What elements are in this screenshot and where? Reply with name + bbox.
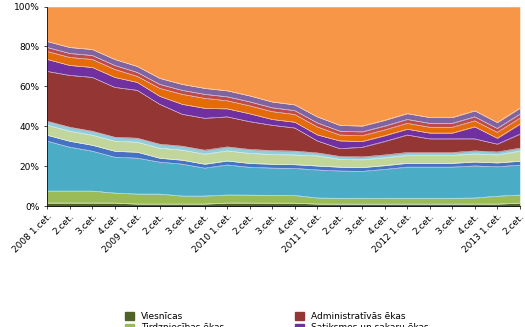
Legend: Viesnīcas, Tirdzniecības ēkas, Rūpnieciskās ēkas un noliktavas, Sporta ēkas, Izg: Viesnīcas, Tirdzniecības ēkas, Rūpniecis… — [123, 310, 444, 327]
